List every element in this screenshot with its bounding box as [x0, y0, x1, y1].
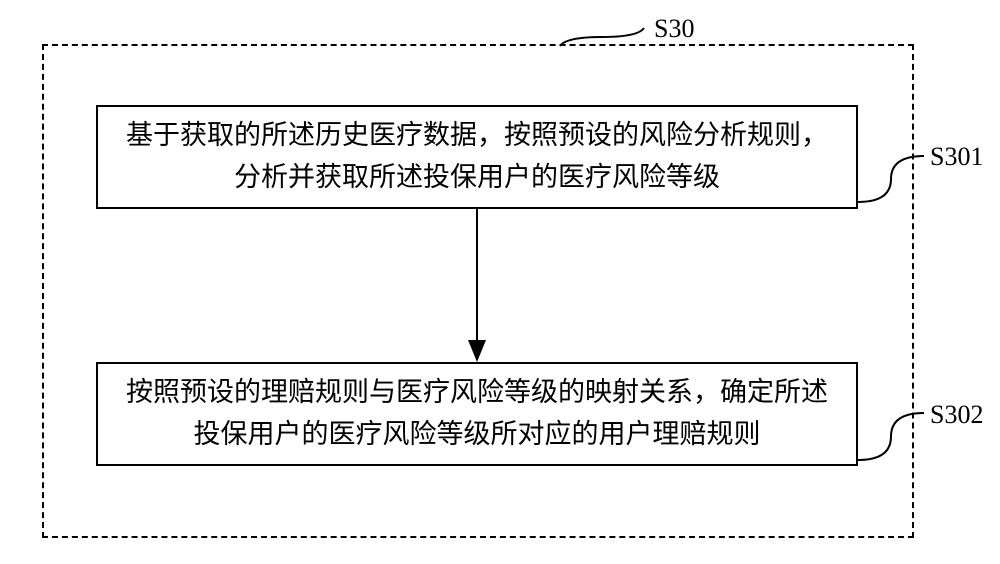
- label-s30: S30: [654, 14, 694, 44]
- diagram-canvas: 基于获取的所述历史医疗数据，按照预设的风险分析规则，分析并获取所述投保用户的医疗…: [0, 0, 1000, 564]
- label-s302: S302: [930, 400, 983, 430]
- brace-s302: [0, 0, 1000, 564]
- label-s301: S301: [930, 142, 983, 172]
